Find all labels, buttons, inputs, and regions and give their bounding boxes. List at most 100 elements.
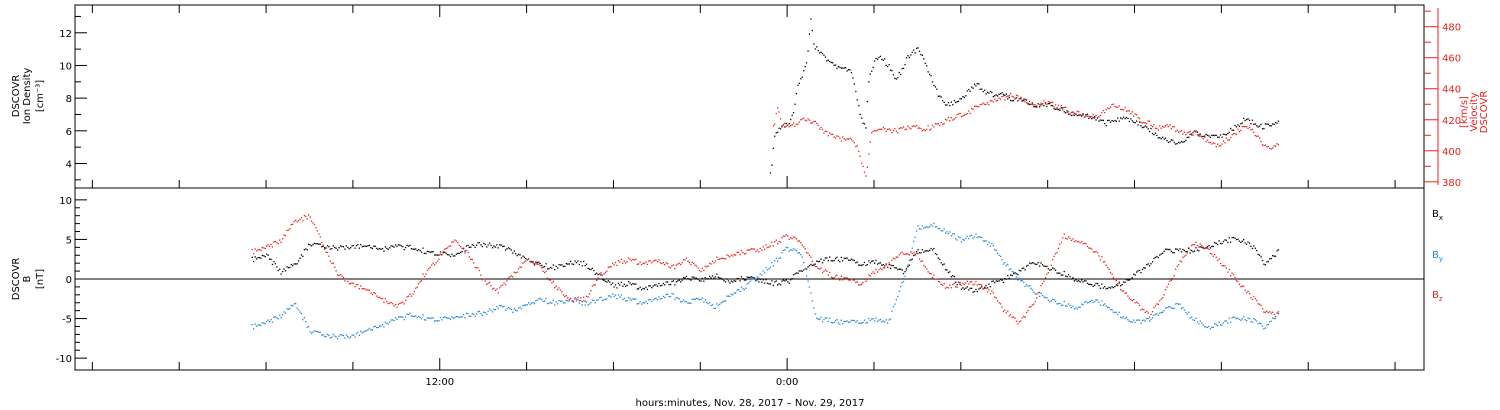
bx-point xyxy=(377,248,379,250)
bx-point xyxy=(489,242,491,244)
bz-point xyxy=(850,278,853,280)
bx-point xyxy=(523,256,525,258)
by-point xyxy=(572,301,575,303)
bx-point xyxy=(960,288,963,290)
velocity-point xyxy=(852,140,854,142)
bz-point xyxy=(1075,239,1077,242)
bx-point xyxy=(400,245,402,247)
bx-point xyxy=(784,280,786,282)
bz-point xyxy=(665,262,667,264)
bx-point xyxy=(1133,273,1135,275)
by-point xyxy=(354,336,356,338)
bx-point xyxy=(869,262,871,264)
velocity-point xyxy=(1099,114,1102,117)
ion-density-point xyxy=(1091,118,1093,120)
bx-point xyxy=(907,266,909,268)
bx-point xyxy=(1021,267,1023,270)
bz-point xyxy=(406,296,408,298)
bx-point xyxy=(973,290,976,293)
by-point xyxy=(376,326,378,329)
bx-point xyxy=(418,249,420,251)
bx-point xyxy=(361,246,363,248)
bz-point xyxy=(1143,309,1145,311)
bx-point xyxy=(442,252,444,254)
by-point xyxy=(620,294,622,296)
bx-point xyxy=(813,264,815,266)
bx-point xyxy=(902,272,905,275)
bz-point xyxy=(808,254,811,256)
bx-point xyxy=(270,258,272,261)
bz-point xyxy=(426,269,428,271)
ion-density-point xyxy=(885,64,887,66)
by-point xyxy=(759,273,761,275)
bx-point xyxy=(591,267,593,269)
bz-point xyxy=(1024,316,1026,318)
velocity-point xyxy=(1206,139,1209,141)
bz-point xyxy=(792,236,795,238)
by-point xyxy=(920,228,922,230)
bz-point xyxy=(510,275,512,277)
bx-point xyxy=(616,287,618,289)
bz-point xyxy=(814,265,816,268)
ion-density-point xyxy=(801,76,803,78)
bz-point xyxy=(701,267,703,269)
velocity-point xyxy=(982,102,984,104)
ion-density-point xyxy=(927,71,929,73)
bz-point xyxy=(771,241,773,243)
bz-point xyxy=(1206,247,1209,249)
ion-density-point xyxy=(1228,131,1230,134)
bz-point xyxy=(787,235,789,237)
velocity-tick-label: 420 xyxy=(1442,116,1461,127)
bz-point xyxy=(523,261,525,263)
bz-point xyxy=(749,248,751,251)
bx-point xyxy=(1026,265,1028,267)
bz-point xyxy=(484,280,486,282)
legend-bz: Bz xyxy=(1432,290,1443,303)
velocity-point xyxy=(1217,143,1219,145)
by-point xyxy=(458,316,460,318)
by-point xyxy=(484,311,486,314)
by-point xyxy=(743,288,745,291)
bz-point xyxy=(351,282,353,284)
bz-point xyxy=(289,228,291,230)
bx-point xyxy=(263,255,265,257)
bz-point xyxy=(1020,320,1022,322)
velocity-point xyxy=(782,123,785,126)
bz-point xyxy=(834,275,837,277)
bx-point xyxy=(465,245,468,247)
bx-point xyxy=(1033,262,1035,264)
ion-density-point xyxy=(1224,133,1226,136)
by-point xyxy=(999,255,1002,257)
bz-point xyxy=(917,253,919,255)
velocity-point xyxy=(1251,128,1254,131)
ion-density-point xyxy=(947,102,950,104)
bx-point xyxy=(429,251,431,253)
bx-point xyxy=(992,280,994,282)
by-point xyxy=(645,300,647,303)
bx-point xyxy=(1151,261,1154,263)
by-point xyxy=(261,322,263,324)
ion-density-point xyxy=(803,70,805,72)
velocity-point xyxy=(874,130,876,132)
bz-point xyxy=(441,254,443,256)
by-point xyxy=(1124,318,1126,320)
velocity-point xyxy=(1146,123,1148,125)
by-point xyxy=(724,300,727,302)
bz-point xyxy=(334,266,336,268)
velocity-point xyxy=(981,103,983,105)
velocity-point xyxy=(1130,113,1132,115)
by-point xyxy=(669,295,672,298)
by-point xyxy=(1164,307,1167,309)
velocity-point xyxy=(1020,96,1022,98)
ion-density-point xyxy=(1111,120,1113,122)
bz-point xyxy=(946,286,948,288)
by-point xyxy=(546,302,549,305)
bx-point xyxy=(778,283,780,285)
ion-density-point xyxy=(858,105,860,107)
velocity-point xyxy=(1122,109,1125,111)
ion-density-point xyxy=(1186,136,1188,139)
bx-point xyxy=(1244,242,1246,244)
velocity-point xyxy=(772,125,774,127)
bx-point xyxy=(924,250,926,252)
bx-point xyxy=(707,278,709,280)
